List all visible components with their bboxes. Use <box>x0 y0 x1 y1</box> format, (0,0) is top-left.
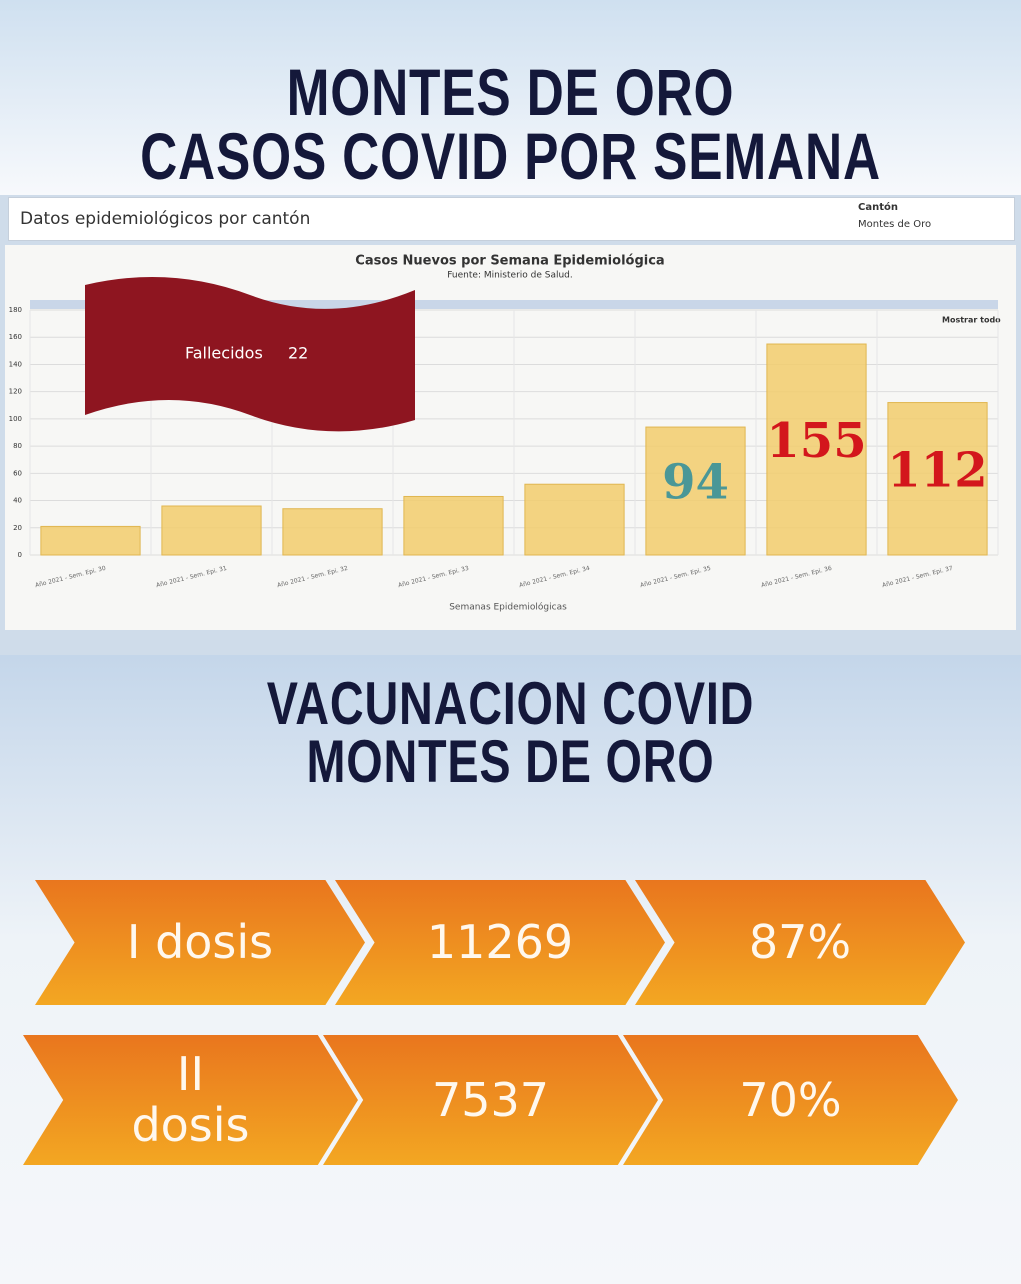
chart-subtitle: Fuente: Ministerio de Salud. <box>447 271 573 281</box>
page: MONTES DE OROCASOS COVID POR SEMANA Dato… <box>0 0 1021 1284</box>
vaccination-cell: 11269 <box>335 880 665 1005</box>
y-tick-label: 60 <box>13 469 22 477</box>
canton-value: Montes de Oro <box>858 219 931 230</box>
y-tick-label: 20 <box>13 524 22 532</box>
bar <box>283 509 382 555</box>
y-tick-label: 160 <box>9 333 22 341</box>
x-axis-label: Semanas Epidemiológicas <box>449 602 567 613</box>
y-tick-label: 120 <box>9 388 22 396</box>
y-tick-label: 100 <box>9 415 22 423</box>
title-line: MONTES DE ORO <box>112 733 908 791</box>
vaccination-cell: I dosis <box>35 880 365 1005</box>
y-tick-label: 140 <box>9 360 22 368</box>
filter-label: Datos epidemiológicos por cantón <box>20 209 310 229</box>
banner-value: 22 <box>288 344 308 363</box>
bar <box>162 506 261 555</box>
banner-label: Fallecidos <box>185 344 263 363</box>
bar <box>525 484 624 555</box>
zoom-reset[interactable]: Mostrar todo <box>942 316 1001 325</box>
canton-label: Cantón <box>858 202 898 213</box>
y-tick-label: 0 <box>18 551 22 559</box>
title-line: MONTES DE ORO <box>112 60 908 124</box>
banner: Fallecidos 22 <box>80 275 425 440</box>
title-line: VACUNACION COVID <box>112 675 908 733</box>
vaccination-cell: 7537 <box>323 1035 658 1165</box>
y-tick-label: 180 <box>9 306 22 314</box>
data-label: 155 <box>766 413 866 469</box>
y-tick-label: 40 <box>13 497 22 505</box>
bar <box>41 526 140 555</box>
chart-title: Casos Nuevos por Semana Epidemiológica <box>355 254 664 269</box>
y-tick-label: 80 <box>13 442 22 450</box>
vaccination-cell: 70% <box>623 1035 958 1165</box>
data-label: 112 <box>887 442 987 498</box>
data-label: 94 <box>662 455 729 511</box>
title-line: CASOS COVID POR SEMANA <box>112 124 908 188</box>
vaccination-cell: 87% <box>635 880 965 1005</box>
vaccination-cell: II dosis <box>23 1035 358 1165</box>
bar <box>404 496 503 555</box>
